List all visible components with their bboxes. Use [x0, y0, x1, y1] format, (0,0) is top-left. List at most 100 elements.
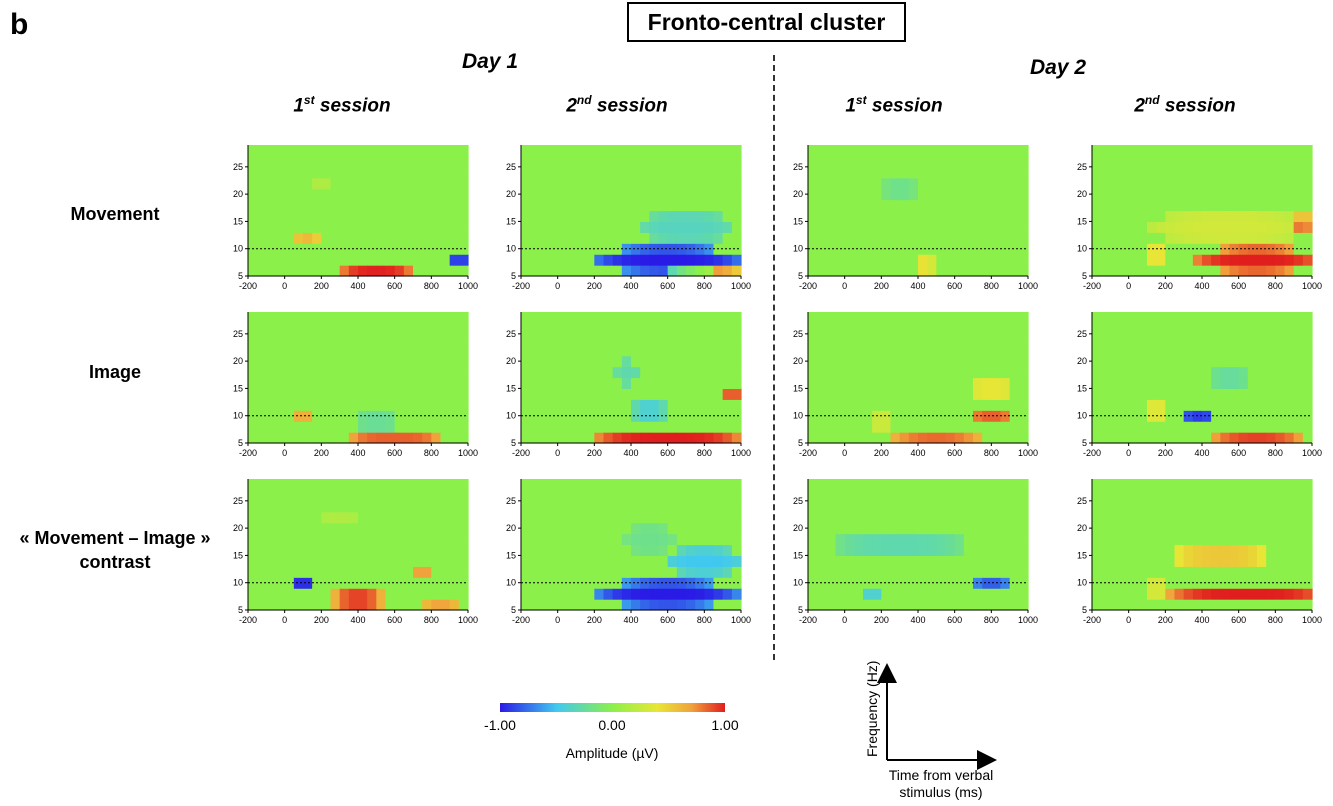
heatmap-cell — [293, 533, 304, 546]
heatmap-cell — [676, 355, 687, 368]
heatmap-cell — [1183, 599, 1194, 611]
heatmap-cell — [1302, 566, 1313, 578]
heatmap-cell — [631, 221, 641, 233]
heatmap-cell — [658, 566, 669, 578]
heatmap-cell — [530, 155, 540, 168]
heatmap-cell — [284, 366, 295, 379]
heatmap-cell — [695, 377, 705, 390]
heatmap-cell — [1174, 577, 1185, 589]
heatmap-cell — [431, 254, 442, 266]
heatmap-cell — [899, 210, 910, 223]
heatmap-cell — [1257, 265, 1267, 277]
heatmap-cell — [303, 312, 313, 324]
heatmap-cell — [899, 599, 910, 611]
heatmap-cell — [1247, 399, 1258, 411]
heatmap-cell — [1165, 232, 1176, 244]
heatmap-cell — [1293, 312, 1304, 324]
heatmap-cell — [1257, 479, 1267, 491]
heatmap-cell — [585, 599, 595, 611]
heatmap-cell — [585, 355, 595, 368]
x-tick-label: -200 — [512, 448, 530, 458]
heatmap-cell — [413, 399, 423, 411]
heatmap-cell — [603, 333, 614, 346]
heatmap-cell — [640, 566, 650, 578]
heatmap-cell — [330, 566, 341, 578]
heatmap-cell — [1092, 555, 1102, 567]
heatmap-cell — [722, 588, 733, 600]
heatmap-cell — [731, 377, 742, 390]
heatmap-cell — [458, 388, 469, 400]
heatmap-cell — [266, 333, 277, 346]
x-tick-label: 0 — [842, 615, 847, 625]
heatmap-cell — [1137, 544, 1148, 557]
heatmap-cell — [899, 177, 910, 190]
heatmap-cell — [927, 366, 937, 379]
heatmap-cell — [431, 421, 442, 433]
heatmap-cell — [1018, 344, 1029, 357]
heatmap-cell — [394, 588, 405, 600]
heatmap-cell — [1202, 432, 1212, 444]
heatmap-cell — [1183, 355, 1194, 368]
heatmap-cell — [631, 265, 641, 277]
heatmap-cell — [394, 555, 405, 567]
heatmap-cell — [1211, 232, 1221, 244]
heatmap-cell — [1147, 166, 1157, 179]
heatmap-cell — [385, 145, 396, 157]
heatmap-cell — [1302, 500, 1313, 513]
x-tick-label: -200 — [512, 615, 530, 625]
heatmap-cell — [403, 522, 414, 535]
heatmap-cell — [1128, 555, 1139, 567]
heatmap-cell — [835, 221, 846, 233]
heatmap-cell — [1009, 265, 1020, 277]
heatmap-cell — [358, 232, 368, 244]
heatmap-cell — [1174, 479, 1185, 491]
heatmap-cell — [945, 421, 956, 433]
x-tick-label: 1000 — [458, 448, 478, 458]
heatmap-cell — [1302, 344, 1313, 357]
heatmap-cell — [1000, 421, 1011, 433]
heatmap-cell — [1110, 555, 1121, 567]
heatmap-cell — [413, 522, 423, 535]
heatmap-cell — [1018, 366, 1029, 379]
heatmap-cell — [1202, 388, 1212, 400]
heatmap-cell — [458, 544, 469, 557]
heatmap-cell — [1293, 254, 1304, 266]
heatmap-cell — [403, 312, 414, 324]
heatmap-cell — [722, 243, 733, 255]
heatmap-cell — [963, 366, 974, 379]
heatmap-cell — [1247, 479, 1258, 491]
heatmap-cell — [1293, 355, 1304, 368]
heatmap-cell — [649, 399, 660, 411]
heatmap-cell — [1183, 366, 1194, 379]
heatmap-cell — [293, 145, 304, 157]
heatmap-cell — [566, 166, 577, 179]
heatmap-cell — [1238, 522, 1249, 535]
heatmap-cell — [422, 344, 432, 357]
x-tick-label: 600 — [387, 448, 402, 458]
heatmap-cell — [826, 410, 837, 422]
heatmap-cell — [872, 522, 882, 535]
heatmap-cell — [612, 544, 623, 557]
heatmap-cell — [991, 599, 1002, 611]
heatmap-cell — [530, 232, 540, 244]
heatmap-cell — [566, 265, 577, 277]
heatmap-cell — [936, 388, 947, 400]
heatmap-cell — [826, 333, 837, 346]
heatmap-cell — [394, 344, 405, 357]
heatmap-cell — [1238, 366, 1249, 379]
heatmap-cell — [403, 232, 414, 244]
heatmap-cell — [853, 155, 864, 168]
heatmap-cell — [1137, 177, 1148, 190]
heatmap-cell — [918, 544, 928, 557]
heatmap-cell — [695, 221, 705, 233]
heatmap-cell — [945, 511, 956, 524]
heatmap-cell — [1119, 199, 1130, 212]
heatmap-cell — [385, 232, 396, 244]
heatmap-cell — [612, 511, 623, 524]
heatmap-cell — [991, 322, 1002, 335]
heatmap-cell — [1000, 588, 1011, 600]
colorbar-label: Amplitude (µV) — [566, 745, 659, 761]
heatmap-cell — [1192, 421, 1203, 433]
heatmap-cell — [1137, 221, 1148, 233]
heatmap-cell — [385, 479, 396, 491]
